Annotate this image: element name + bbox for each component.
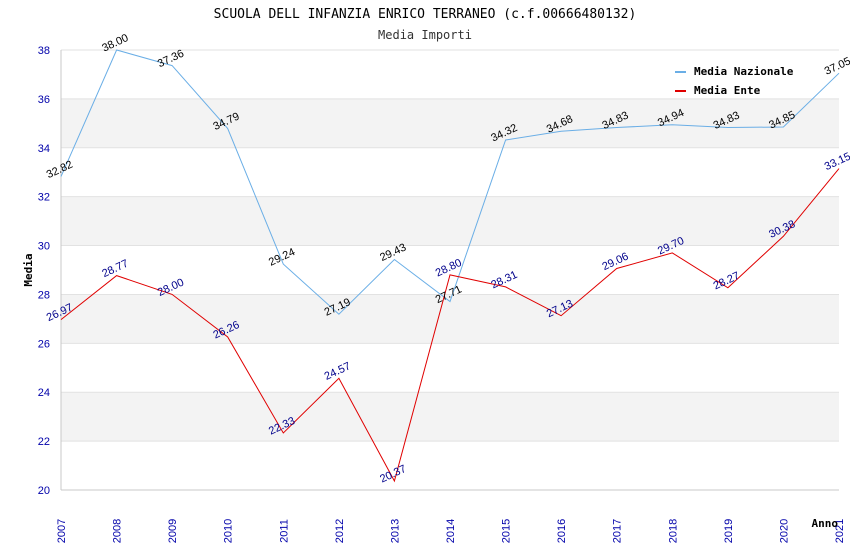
x-tick-label: 2011 (278, 519, 290, 543)
x-tick-label: 2012 (334, 519, 346, 543)
legend-label-media-nazionale: Media Nazionale (694, 65, 794, 78)
data-label: 20.37 (378, 463, 408, 486)
x-axis-ticks: 2007 2008 2009 2010 2011 2012 2013 2014 2015 2016… (56, 519, 846, 543)
data-label: 29.24 (267, 246, 297, 269)
x-tick-label: 2018 (667, 519, 679, 543)
grid-bands (61, 98, 839, 442)
x-tick-label: 2014 (445, 519, 457, 543)
data-label: 33.15 (823, 151, 850, 174)
data-label: 28.31 (489, 269, 519, 292)
x-tick-label: 2008 (112, 519, 124, 543)
x-tick-label: 2013 (389, 519, 401, 543)
x-tick-label: 2020 (778, 519, 790, 543)
x-tick-label: 2015 (501, 519, 513, 543)
y-tick-label: 20 (38, 485, 50, 497)
x-tick-label: 2010 (223, 519, 235, 543)
chart-title: SCUOLA DELL INFANZIA ENRICO TERRANEO (c.… (214, 7, 637, 22)
series-line (60, 49, 840, 315)
x-tick-label: 2019 (723, 519, 735, 543)
grid-band (61, 294, 839, 344)
y-tick-label: 24 (38, 387, 50, 399)
chart-subtitle: Media Importi (378, 28, 472, 42)
grid-band (61, 196, 839, 246)
x-axis-title: Anno (812, 517, 839, 530)
y-tick-label: 36 (38, 94, 50, 106)
y-tick-label: 32 (38, 192, 50, 204)
data-label: 32.82 (45, 159, 75, 182)
legend-label-media-ente: Media Ente (694, 84, 761, 97)
y-tick-label: 26 (38, 338, 50, 350)
y-tick-label: 22 (38, 436, 50, 448)
x-tick-label: 2016 (556, 519, 568, 543)
y-tick-label: 30 (38, 241, 50, 253)
x-tick-label: 2009 (167, 519, 179, 543)
data-label: 37.05 (823, 55, 850, 78)
series-line (60, 168, 840, 483)
series-lines (60, 49, 840, 483)
data-label: 37.36 (156, 48, 186, 71)
legend: Media Nazionale Media Ente (675, 65, 794, 97)
grid-band (61, 392, 839, 442)
y-tick-label: 38 (38, 45, 50, 57)
x-tick-label: 2021 (834, 519, 846, 543)
axes (60, 50, 839, 491)
x-tick-label: 2007 (56, 519, 68, 543)
y-tick-label: 28 (38, 289, 50, 301)
y-axis-title: Media (22, 253, 35, 286)
grid-band (61, 98, 839, 148)
data-label: 28.27 (712, 270, 742, 293)
y-axis-ticks: 20 22 24 26 28 30 32 34 36 38 (38, 45, 50, 497)
y-tick-label: 34 (38, 143, 50, 155)
x-tick-label: 2017 (612, 519, 624, 543)
data-label: 38.00 (100, 32, 130, 55)
